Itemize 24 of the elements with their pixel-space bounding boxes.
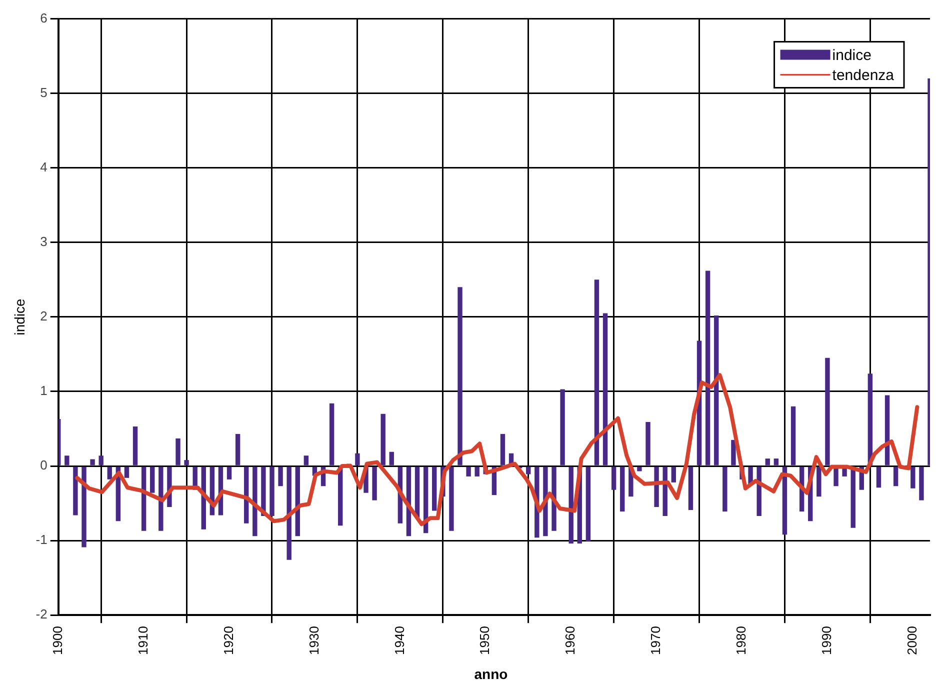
x-tick-label: 2000 bbox=[904, 626, 920, 655]
legend-label: tendenza bbox=[832, 66, 895, 84]
y-tick-label: 3 bbox=[40, 234, 48, 249]
y-tick-label: 1 bbox=[40, 383, 48, 398]
x-tick-label: 1940 bbox=[392, 626, 407, 655]
x-tick-label: 1950 bbox=[477, 626, 492, 655]
x-tick-label: 1980 bbox=[734, 626, 749, 655]
y-tick-label: 4 bbox=[40, 159, 48, 174]
y-axis-title: indice bbox=[11, 298, 28, 336]
x-tick-label: 1990 bbox=[819, 626, 834, 655]
x-tick-label: 1900 bbox=[50, 626, 65, 655]
y-tick-label: 2 bbox=[40, 308, 48, 324]
y-tick-label: 5 bbox=[40, 84, 48, 100]
y-tick-label: -1 bbox=[36, 532, 48, 548]
legend-label: indice bbox=[832, 46, 872, 64]
x-tick-label: 1910 bbox=[135, 626, 150, 655]
x-tick-label: 1920 bbox=[220, 626, 236, 655]
x-tick-label: 1970 bbox=[648, 626, 664, 655]
y-tick-label: -2 bbox=[36, 606, 48, 622]
y-tick-label: 6 bbox=[40, 10, 48, 26]
x-axis-title: anno bbox=[473, 666, 509, 682]
y-tick-label: 0 bbox=[40, 458, 48, 473]
x-tick-label: 1930 bbox=[306, 626, 322, 655]
x-tick-label: 1960 bbox=[562, 626, 578, 655]
